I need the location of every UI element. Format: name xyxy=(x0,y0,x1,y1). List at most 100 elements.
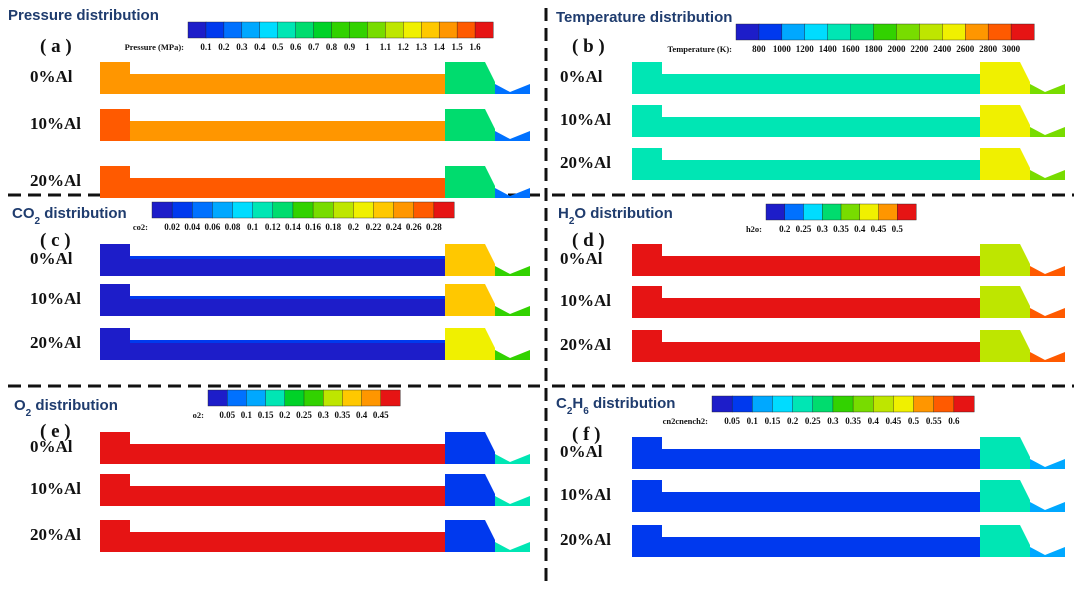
row-label: 0%Al xyxy=(30,67,73,86)
row-label: 10%Al xyxy=(30,114,81,133)
colorbar-tick: 0.18 xyxy=(325,222,341,232)
title-suffix: distribution xyxy=(40,205,127,222)
panel-d: H2O distribution h2o: 0.2 0.25 0.3 0.35 0.4 0.4… xyxy=(558,203,1065,362)
colorbar-tick: 0.02 xyxy=(164,222,180,232)
colorbar-swatch xyxy=(878,203,898,221)
inlet-chamber xyxy=(632,286,662,318)
colorbar-tick: 0.08 xyxy=(225,222,241,232)
converging-section xyxy=(485,328,495,360)
inlet-chamber xyxy=(632,330,662,362)
colorbar-tick: 0.1 xyxy=(241,410,253,420)
colorbar-tick: 0.35 xyxy=(833,224,849,234)
title-text: CO xyxy=(12,205,35,222)
colorbar-tick: 0.35 xyxy=(845,416,861,426)
colorbar-swatch xyxy=(735,23,760,41)
converging-section xyxy=(485,432,495,464)
combustion-block xyxy=(445,62,485,94)
main-duct xyxy=(662,492,980,512)
colorbar-tick: 0.35 xyxy=(335,410,351,420)
colorbar-swatch xyxy=(349,21,368,39)
combustion-block xyxy=(980,62,1020,94)
colorbar-swatch xyxy=(323,389,343,407)
colorbar-swatch xyxy=(333,201,354,219)
duct-core-streak xyxy=(130,296,445,299)
inlet-chamber xyxy=(100,109,130,141)
colorbar-f: cn2cnench2: 0.05 0.1 0.15 0.2 0.25 0.3 0.35 0.4 0… xyxy=(663,395,975,426)
colorbar-swatch xyxy=(784,203,804,221)
colorbar-tick: 0.4 xyxy=(868,416,880,426)
panel-a: Pressure distribution Pressure (MPa): 0.1 0… xyxy=(8,7,530,198)
colorbar-swatch xyxy=(827,23,852,41)
combustion-block xyxy=(445,166,485,198)
colorbar-swatch xyxy=(246,389,267,407)
duct-core-streak xyxy=(662,537,980,540)
colorbar-tick: 0.1 xyxy=(200,42,212,52)
duct-core-streak xyxy=(130,486,445,489)
colorbar-swatch xyxy=(942,23,966,41)
colorbar-swatch xyxy=(456,21,476,39)
colorbar-swatch xyxy=(792,395,814,413)
colorbar-swatch xyxy=(192,201,213,219)
colorbar-swatch xyxy=(331,21,350,39)
colorbar-swatch xyxy=(765,203,786,221)
colorbar-tick: 0.2 xyxy=(218,42,230,52)
converging-section xyxy=(485,166,495,198)
colorbar-tick: 1200 xyxy=(796,44,815,54)
converging-section xyxy=(1020,525,1030,557)
inlet-chamber xyxy=(100,166,130,198)
combustion-block xyxy=(980,437,1020,469)
motor-profile-e-1: 10%Al xyxy=(30,474,530,506)
colorbar-tick: 0.45 xyxy=(871,224,887,234)
main-duct xyxy=(662,449,980,469)
motor-profile-a-2: 20%Al xyxy=(30,166,530,198)
colorbar-tick: 1.6 xyxy=(469,42,481,52)
combustion-block xyxy=(980,148,1020,180)
colorbar-tick: 0.2 xyxy=(787,416,799,426)
colorbar-swatch xyxy=(277,21,297,39)
main-duct xyxy=(130,444,445,464)
colorbar-tick: 1.5 xyxy=(451,42,463,52)
colorbar-tick: 0.2 xyxy=(279,410,291,420)
row-label: 20%Al xyxy=(30,525,81,544)
colorbar-tick: 0.26 xyxy=(406,222,422,232)
colorbar-tick: 0.3 xyxy=(827,416,839,426)
colorbar-swatch xyxy=(873,395,894,413)
row-label: 20%Al xyxy=(30,333,81,352)
colorbar-tick: 0.16 xyxy=(305,222,321,232)
main-duct xyxy=(130,340,445,360)
inlet-chamber xyxy=(100,284,130,316)
converging-section xyxy=(1020,330,1030,362)
colorbar-tick: 0.3 xyxy=(817,224,829,234)
colorbar-tick: 0.8 xyxy=(326,42,338,52)
panel-title-b: Temperature distribution xyxy=(556,9,732,26)
colorbar-swatch xyxy=(292,201,314,219)
colorbar-swatch xyxy=(413,201,435,219)
main-duct xyxy=(662,160,980,180)
colorbar-swatch xyxy=(313,21,333,39)
colorbar-swatch xyxy=(212,201,234,219)
colorbar-tick: 0.2 xyxy=(779,224,791,234)
colorbar-swatch xyxy=(896,23,920,41)
colorbar-swatch xyxy=(207,389,228,407)
nozzle xyxy=(495,131,530,141)
colorbar-swatch xyxy=(171,201,193,219)
row-label: 0%Al xyxy=(30,249,73,268)
motor-profile-d-2: 20%Al xyxy=(560,330,1065,362)
colorbar-name-a: Pressure (MPa): xyxy=(125,42,185,52)
main-duct xyxy=(130,486,445,506)
inlet-chamber xyxy=(632,480,662,512)
inlet-chamber xyxy=(100,520,130,552)
motor-profile-e-2: 20%Al xyxy=(30,520,530,552)
duct-core-streak xyxy=(662,256,980,259)
motor-profile-b-0: 0%Al xyxy=(560,62,1065,94)
colorbar-tick: 0.3 xyxy=(236,42,248,52)
motor-profile-c-1: 10%Al xyxy=(30,284,530,316)
panel-label-e: ( e ) xyxy=(40,421,71,442)
colorbar-tick: 0.55 xyxy=(926,416,942,426)
colorbar-swatch xyxy=(919,23,943,41)
colorbar-swatch xyxy=(781,23,806,41)
panel-title-d: H2O distribution xyxy=(558,205,673,227)
combustion-block xyxy=(445,109,485,141)
nozzle xyxy=(495,84,530,94)
duct-core-streak xyxy=(130,178,445,181)
